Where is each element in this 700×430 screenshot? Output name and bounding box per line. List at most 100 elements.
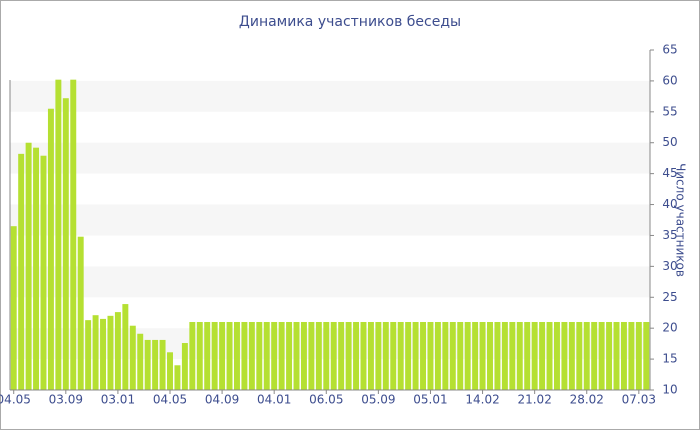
x-tick-label: 06.05 xyxy=(309,393,343,407)
bar xyxy=(271,322,278,390)
bar xyxy=(427,322,434,390)
bar xyxy=(464,322,471,390)
bar xyxy=(494,322,501,390)
bar xyxy=(501,322,508,390)
bar xyxy=(62,98,69,390)
bar xyxy=(620,322,627,390)
bar xyxy=(405,322,412,390)
bar xyxy=(248,322,255,390)
bar xyxy=(367,322,374,390)
grid-band xyxy=(10,142,650,174)
bar xyxy=(606,322,613,390)
bar xyxy=(137,333,144,390)
bar xyxy=(286,322,293,390)
y-tick-label: 30 xyxy=(662,259,677,273)
bar xyxy=(598,322,605,390)
bar xyxy=(546,322,553,390)
bar xyxy=(256,322,263,390)
bar xyxy=(576,322,583,390)
bar xyxy=(181,343,188,390)
bar xyxy=(568,322,575,390)
bar xyxy=(353,322,360,390)
bar xyxy=(114,312,121,390)
bar xyxy=(591,322,598,390)
bar xyxy=(174,365,181,390)
bar xyxy=(77,236,84,390)
bar xyxy=(55,79,62,390)
bar xyxy=(375,322,382,390)
x-tick-label: 14.02 xyxy=(465,393,499,407)
y-tick-label: 65 xyxy=(662,43,677,57)
bar xyxy=(472,322,479,390)
x-tick-label: 03.01 xyxy=(101,393,135,407)
x-tick-label: 05.09 xyxy=(361,393,395,407)
bar xyxy=(524,322,531,390)
bar xyxy=(583,322,590,390)
bar xyxy=(10,226,17,390)
bar xyxy=(330,322,337,390)
bar xyxy=(100,318,106,390)
bar xyxy=(122,304,129,390)
y-tick-label: 60 xyxy=(662,73,677,87)
bar xyxy=(382,322,389,390)
x-tick-label: 07.03 xyxy=(622,393,656,407)
bar xyxy=(323,322,330,390)
bar xyxy=(635,322,642,390)
bar xyxy=(226,322,233,390)
bar xyxy=(85,320,92,390)
bar xyxy=(360,322,367,390)
y-tick-label: 45 xyxy=(662,166,677,180)
bar xyxy=(219,322,226,390)
x-tick-label: 04.05 xyxy=(153,393,187,407)
bar xyxy=(516,322,523,390)
bar xyxy=(18,153,25,390)
bar xyxy=(129,325,136,390)
bar xyxy=(539,322,546,390)
y-tick-label: 20 xyxy=(662,321,677,335)
y-tick-label: 50 xyxy=(662,135,677,149)
bar xyxy=(345,322,352,390)
grid-band xyxy=(10,266,650,298)
bar xyxy=(40,155,47,390)
bar xyxy=(643,322,650,390)
bar xyxy=(152,339,159,390)
bar xyxy=(509,322,516,390)
bar xyxy=(47,108,54,391)
bar xyxy=(278,322,285,390)
bar xyxy=(561,322,568,390)
bar xyxy=(628,322,635,390)
x-tick-label: 04.09 xyxy=(205,393,239,407)
bar xyxy=(159,339,166,390)
y-axis-label: Число участников xyxy=(674,163,688,277)
x-tick-label: 05.01 xyxy=(413,393,447,407)
y-tick-label: 40 xyxy=(662,197,677,211)
bar xyxy=(167,352,173,390)
bar xyxy=(144,339,151,390)
bar xyxy=(554,322,560,390)
bar xyxy=(613,322,620,390)
bar xyxy=(457,322,464,390)
bar xyxy=(412,322,419,390)
bar xyxy=(338,322,345,390)
bar xyxy=(196,322,203,390)
y-tick-label: 15 xyxy=(662,352,677,366)
y-tick-label: 35 xyxy=(662,228,677,242)
x-tick-label: 28.02 xyxy=(570,393,604,407)
bar xyxy=(234,322,240,390)
bar xyxy=(308,322,315,390)
bar xyxy=(211,322,218,390)
bar xyxy=(449,322,456,390)
bar xyxy=(70,79,77,390)
x-tick-label: 03.09 xyxy=(49,393,83,407)
bar xyxy=(300,322,307,390)
bar xyxy=(204,322,211,390)
x-tick-label: 21.02 xyxy=(517,393,551,407)
bar xyxy=(390,322,397,390)
bar xyxy=(293,322,300,390)
bar xyxy=(92,315,99,390)
bar xyxy=(241,322,248,390)
bar xyxy=(434,322,441,390)
x-tick-label: 04.05 xyxy=(0,393,31,407)
bar xyxy=(33,147,40,390)
